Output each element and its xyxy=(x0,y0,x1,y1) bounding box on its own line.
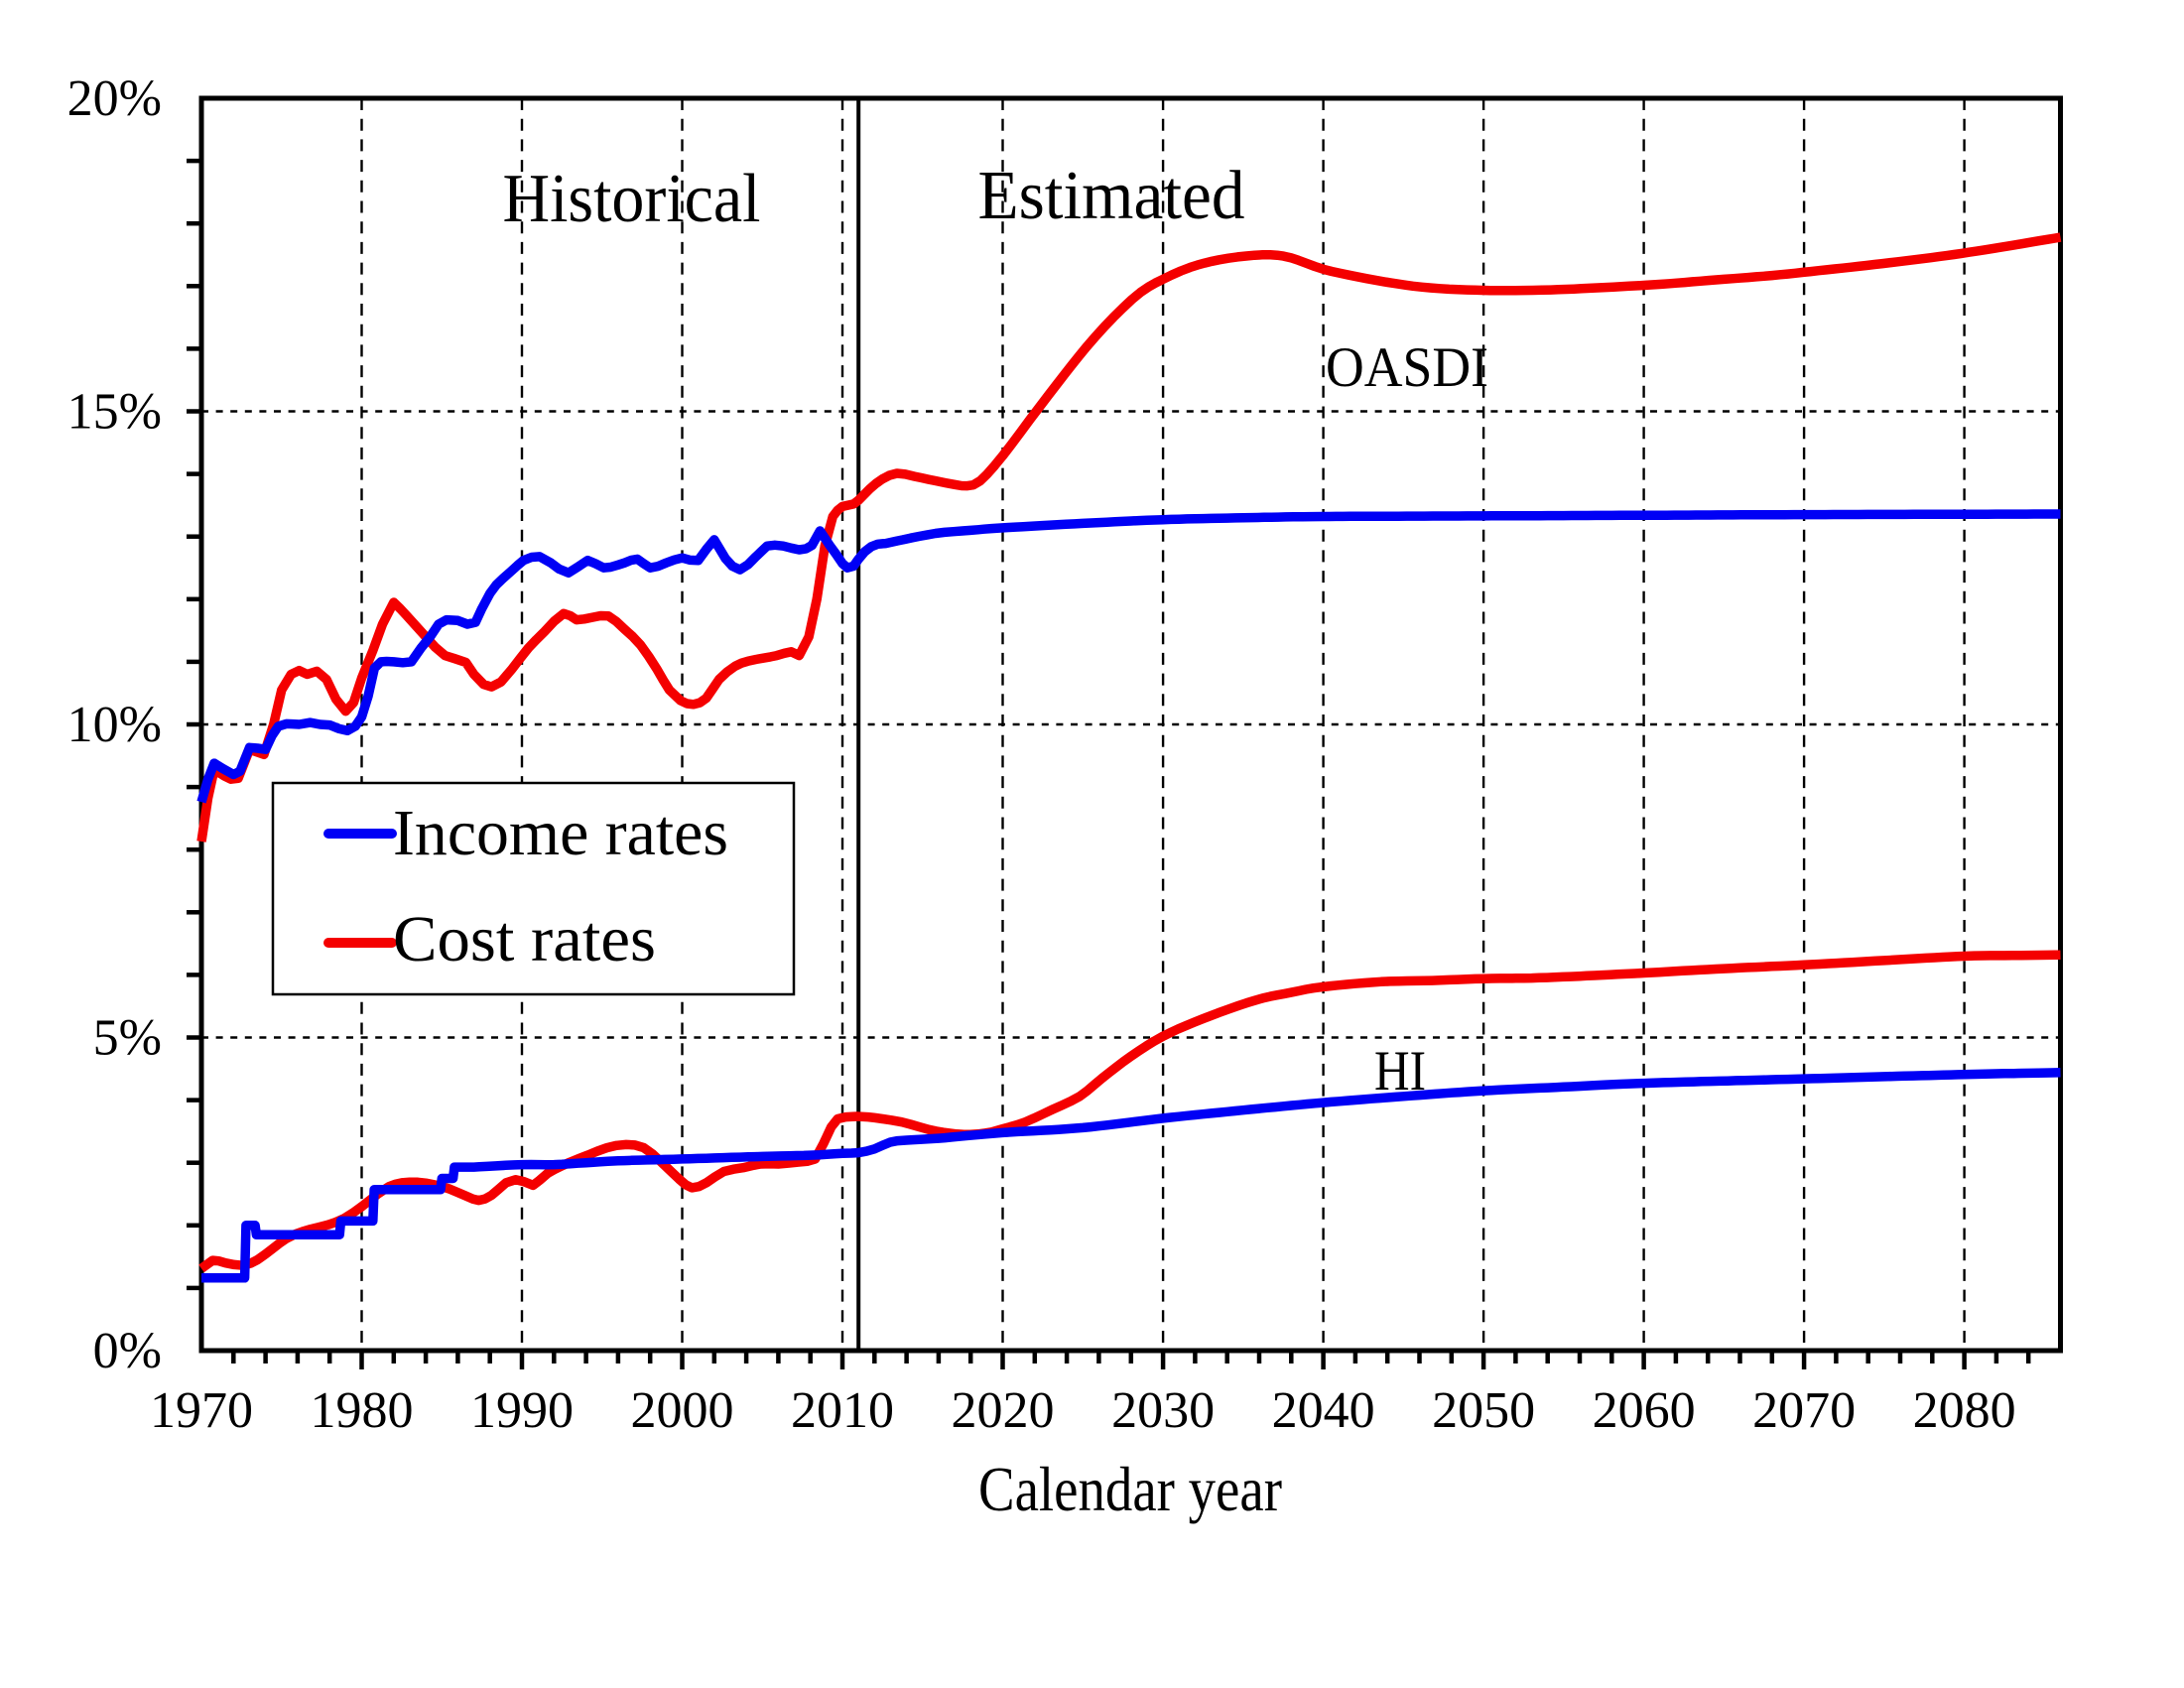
svg-text:2020: 2020 xyxy=(952,1382,1055,1439)
svg-text:1990: 1990 xyxy=(470,1382,574,1439)
svg-text:20%: 20% xyxy=(67,70,162,127)
svg-text:5%: 5% xyxy=(93,1010,162,1067)
svg-text:HI: HI xyxy=(1374,1040,1426,1103)
svg-text:2000: 2000 xyxy=(631,1382,734,1439)
svg-text:Calendar year: Calendar year xyxy=(978,1454,1282,1524)
svg-text:Estimated: Estimated xyxy=(978,158,1245,234)
svg-text:2010: 2010 xyxy=(791,1382,894,1439)
svg-text:1980: 1980 xyxy=(311,1382,414,1439)
svg-text:2070: 2070 xyxy=(1752,1382,1856,1439)
svg-text:OASDI: OASDI xyxy=(1326,336,1488,399)
svg-text:2050: 2050 xyxy=(1432,1382,1535,1439)
svg-text:15%: 15% xyxy=(67,384,162,441)
svg-text:1970: 1970 xyxy=(150,1382,253,1439)
svg-text:0%: 0% xyxy=(93,1323,162,1379)
svg-text:2060: 2060 xyxy=(1593,1382,1696,1439)
svg-text:Historical: Historical xyxy=(503,161,761,237)
svg-text:10%: 10% xyxy=(67,697,162,753)
svg-text:2030: 2030 xyxy=(1111,1382,1215,1439)
svg-text:2080: 2080 xyxy=(1913,1382,2016,1439)
svg-text:2040: 2040 xyxy=(1272,1382,1375,1439)
svg-text:Cost rates: Cost rates xyxy=(393,903,656,975)
svg-text:Income rates: Income rates xyxy=(393,797,728,869)
